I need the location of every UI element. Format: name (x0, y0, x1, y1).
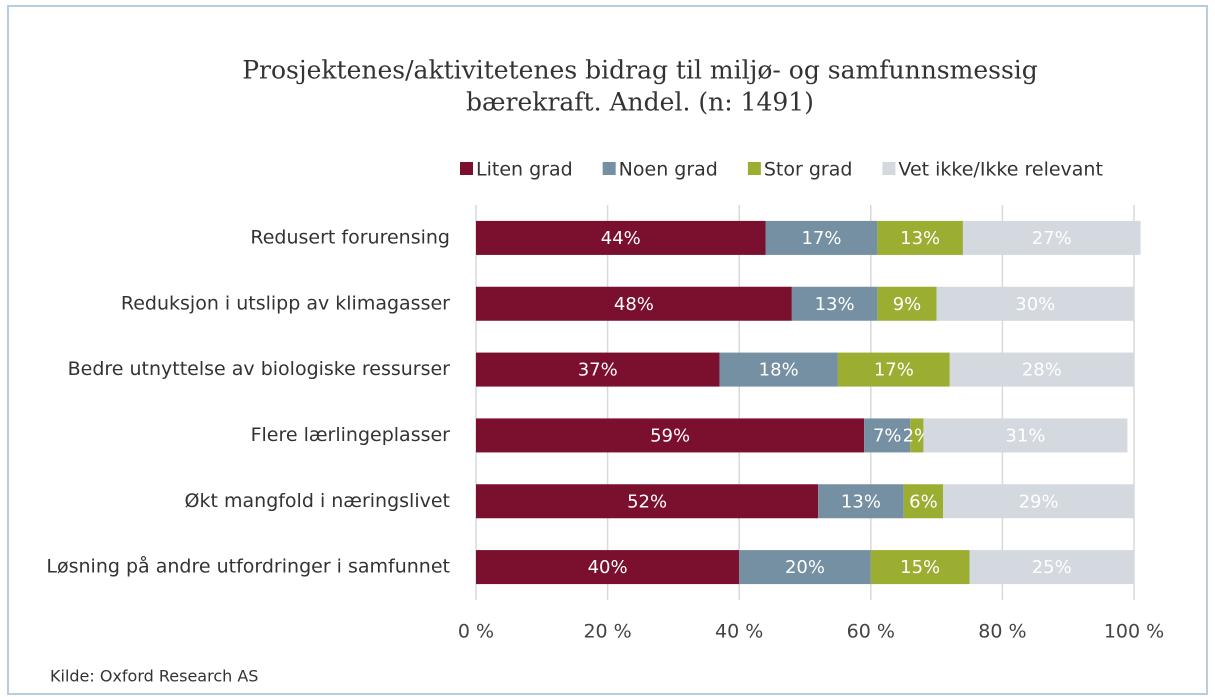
data-label: 13% (815, 294, 855, 315)
data-label: 17% (801, 228, 841, 249)
x-tick-label: 60 % (847, 621, 895, 643)
bar-segment (476, 352, 720, 387)
data-label: 44% (601, 228, 641, 249)
chart-title: Prosjektenes/aktivitetenes bidrag til mi… (242, 56, 1038, 85)
data-label: 31% (1005, 425, 1045, 446)
bar-segment (791, 286, 878, 321)
legend-swatch (602, 162, 616, 175)
y-tick-label: Bedre utnyttelse av biologiske ressurser (68, 358, 451, 380)
source: Kilde: Oxford Research AS (50, 667, 258, 686)
bar-segment (476, 220, 766, 255)
bar-segment (923, 418, 1128, 453)
data-label: 9% (893, 294, 922, 315)
data-label: 48% (614, 294, 654, 315)
data-label: 25% (1032, 557, 1072, 578)
bar-segment (476, 286, 792, 321)
data-label: 20% (785, 557, 825, 578)
bar-segment (910, 418, 924, 453)
bar-segment (765, 220, 878, 255)
data-label: 6% (909, 491, 938, 512)
bar-segment (476, 484, 819, 519)
bar-segment (969, 550, 1134, 585)
bar-segment (739, 550, 871, 585)
x-tick-label: 80 % (978, 621, 1026, 643)
data-label: 15% (900, 557, 940, 578)
bar-segment (877, 220, 963, 255)
data-label: 18% (759, 360, 799, 381)
bar-segment (962, 220, 1141, 255)
legend-label: Stor grad (764, 159, 853, 181)
y-tick-label: Økt mangfold i næringslivet (185, 490, 450, 512)
data-label: 13% (900, 228, 940, 249)
data-label: 7% (873, 425, 902, 446)
data-label: 27% (1032, 228, 1072, 249)
x-tick-label: 100 % (1104, 621, 1164, 643)
legend-swatch (747, 162, 761, 175)
legend-label: Liten grad (476, 159, 573, 181)
bar-segment (818, 484, 904, 519)
bar-segment (936, 286, 1134, 321)
x-tick-label: 20 % (583, 621, 631, 643)
data-label: 28% (1022, 360, 1062, 381)
bar-segment (870, 550, 970, 585)
data-label: 13% (841, 491, 881, 512)
bar-segment (476, 418, 865, 453)
data-label: 30% (1015, 294, 1055, 315)
bar-segment (837, 352, 950, 387)
bar-segment (719, 352, 838, 387)
y-tick-label: Reduksjon i utslipp av klimagasser (121, 292, 450, 314)
x-tick-label: 0 % (458, 621, 494, 643)
y-tick-label: Flere lærlingeplasser (251, 424, 451, 446)
legend-label: Noen grad (619, 159, 718, 181)
data-label: 40% (588, 557, 628, 578)
bar-segment (943, 484, 1134, 519)
legend-swatch (460, 162, 473, 175)
legend-swatch (882, 162, 896, 175)
bar-segment (476, 550, 740, 585)
data-label: 17% (874, 360, 914, 381)
data-label: 52% (627, 491, 667, 512)
data-label: 59% (650, 425, 690, 446)
bar-segment (903, 484, 944, 519)
data-label: 37% (578, 360, 618, 381)
bar-segment (949, 352, 1134, 387)
bar-segment (864, 418, 911, 453)
chart-title: bærekraft. Andel. (n: 1491) (466, 88, 814, 117)
x-tick-label: 40 % (715, 621, 763, 643)
legend-label: Vet ikke/Ikke relevant (898, 159, 1103, 181)
y-tick-label: Løsning på andre utfordringer i samfunne… (46, 555, 450, 578)
bar-segment (877, 286, 937, 321)
y-tick-label: Redusert forurensing (250, 226, 450, 248)
data-label: 29% (1019, 491, 1059, 512)
